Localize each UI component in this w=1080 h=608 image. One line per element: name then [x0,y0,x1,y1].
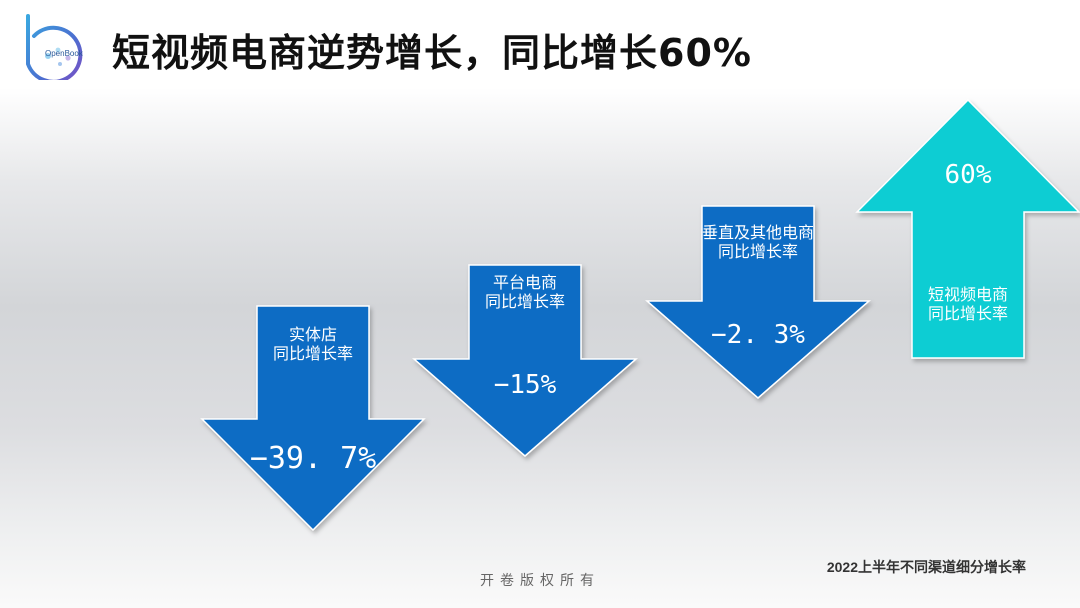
page-title: 短视频电商逆势增长，同比增长60% [112,31,752,75]
arrow-shape [855,98,1080,359]
arrow-value: −15% [494,370,557,400]
arrow-label-line: 同比增长率 [718,242,798,261]
arrow-shape [412,264,638,457]
arrow-label-line: 同比增长率 [273,344,353,363]
arrow-value: −2. 3% [711,320,805,350]
arrow-label-line: 垂直及其他电商 [702,223,814,242]
arrow-label-line: 同比增长率 [485,292,565,311]
openbook-logo: OpenBook [26,14,84,80]
arrow-label-line: 同比增长率 [928,304,1008,323]
arrow-shape [645,205,871,399]
svg-text:OpenBook: OpenBook [45,49,84,58]
arrow-value: −39. 7% [250,441,376,476]
arrow-label-line: 短视频电商 [928,285,1008,304]
chart-caption: 2022上半年不同渠道细分增长率 [826,559,1026,575]
arrow-label-line: 平台电商 [493,273,557,292]
arrow-shape [200,305,426,532]
arrow-label-line: 实体店 [289,325,337,344]
arrow-value: 60% [945,160,992,190]
copyright-footer: 开卷版权所有 [480,573,600,589]
